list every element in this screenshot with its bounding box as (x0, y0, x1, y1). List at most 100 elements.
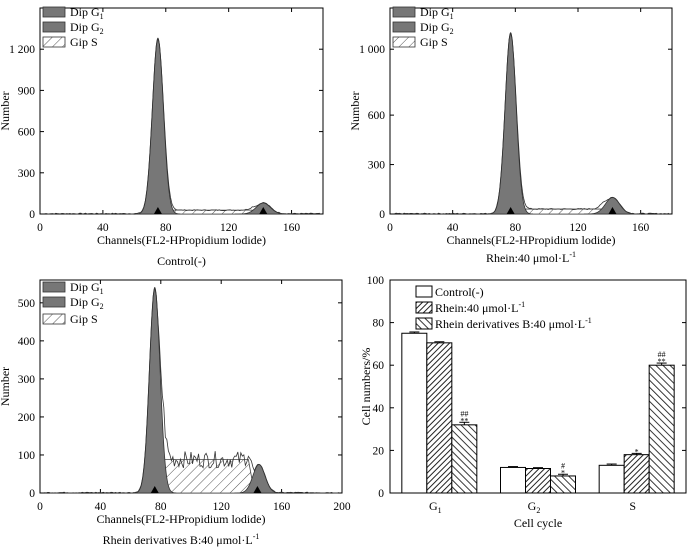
bar (648, 364, 675, 494)
significance-mark: ** (460, 416, 468, 425)
s-phase-area (157, 459, 255, 494)
g1-peak (135, 37, 181, 215)
y-tick-label: 0 (379, 209, 385, 221)
peak-marker (153, 207, 162, 214)
x-tick-label: 40 (447, 222, 459, 234)
y-tick-label: 900 (18, 85, 36, 97)
category-label: G2 (528, 499, 541, 515)
legend-label: Dip G2 (70, 295, 104, 311)
legend-label: Rhein derivatives B:40 μmol·L-1 (435, 316, 592, 331)
bar (451, 424, 478, 494)
legend-swatch (392, 21, 416, 33)
y-tick-label: 0 (378, 488, 384, 500)
legend-label: Rhein:40 μmol·L-1 (435, 300, 525, 315)
significance-mark: * (635, 447, 639, 456)
legend-label: Gip S (70, 312, 98, 326)
legend-swatch (42, 296, 66, 308)
x-axis-label: Channels(FL2-HPropidium lodide) (97, 512, 266, 526)
x-tick-label: 120 (220, 222, 238, 234)
x-axis-label: Cell cycle (514, 516, 562, 530)
legend-label: Control(-) (435, 285, 484, 299)
category-label: G1 (429, 499, 442, 515)
peak-marker (608, 207, 617, 214)
y-tick-label: 300 (18, 374, 36, 386)
bar-chart-panel: 0 20 40 60 80 100 Cell numbers/% Cell cycle G1 G2… (359, 275, 687, 530)
x-tick-label: 200 (333, 501, 351, 513)
significance-mark: # (561, 461, 565, 470)
histogram-trace (394, 32, 669, 215)
x-tick-label: 160 (632, 222, 650, 234)
legend-label: Dip G2 (70, 20, 104, 36)
peak-marker (150, 486, 159, 493)
y-tick-label: 100 (367, 275, 385, 287)
condition-caption: Control(-) (157, 254, 206, 268)
legend-label: Dip G2 (420, 20, 454, 36)
significance-mark: ## (658, 350, 666, 359)
legend-label: Dip G1 (70, 5, 104, 21)
y-tick-label: 20 (373, 445, 385, 457)
y-tick-label: 600 (18, 127, 36, 139)
significance-mark: ** (658, 357, 666, 366)
x-tick-label: 40 (97, 222, 109, 234)
x-tick-label: 0 (387, 222, 393, 234)
histogram-panel-3: 0 40 80 120 160 200 0 100 200 300 400 500 Channels(F… (0, 279, 351, 547)
condition-caption: Rhein:40 μmol·L-1 (486, 250, 576, 265)
legend-swatch (42, 313, 66, 325)
bar (623, 454, 650, 494)
x-tick-label: 160 (283, 222, 301, 234)
y-tick-label: 300 (368, 160, 386, 172)
y-tick-label: 80 (373, 318, 385, 330)
y-tick-label: 40 (373, 403, 385, 415)
peak-marker (506, 207, 515, 214)
x-tick-label: 80 (160, 222, 172, 234)
condition-caption: Rhein derivatives B:40 μmol·L-1 (103, 532, 260, 547)
y-axis-label: Number (348, 91, 362, 130)
histogram-trace (44, 287, 340, 494)
x-tick-label: 160 (273, 501, 291, 513)
bar (525, 468, 551, 494)
legend-label: Dip G1 (70, 280, 104, 296)
x-tick-label: 40 (95, 501, 107, 513)
x-tick-label: 120 (213, 501, 231, 513)
y-axis-label: Number (0, 91, 12, 130)
y-tick-label: 1 200 (9, 44, 35, 56)
peak-marker (259, 207, 268, 214)
bar (426, 342, 453, 494)
legend-swatch (415, 301, 433, 314)
legend-label: Gip S (70, 35, 98, 49)
legend-swatch (415, 317, 433, 330)
y-tick-label: 600 (368, 110, 386, 122)
significance-mark: ## (460, 409, 468, 418)
x-tick-label: 80 (155, 501, 167, 513)
bar (401, 332, 428, 494)
x-tick-label: 0 (37, 501, 43, 513)
bar (500, 466, 526, 494)
y-tick-label: 300 (18, 168, 36, 180)
histogram-panel-1: 0 40 80 120 160 0 300 600 900 1 200 Channels(FL2-H… (0, 5, 324, 268)
x-tick-label: 0 (37, 222, 43, 234)
y-tick-label: 200 (18, 412, 36, 424)
legend-swatch (42, 281, 66, 293)
category-label: S (629, 499, 636, 513)
legend-swatch (42, 21, 66, 33)
x-tick-label: 120 (569, 222, 587, 234)
y-tick-label: 100 (18, 450, 36, 462)
legend-label: Dip G1 (420, 5, 454, 21)
legend-swatch (415, 285, 433, 298)
histogram-panel-2: 0 40 80 120 160 0 300 600 1 000 Channels(FL2-HPro… (348, 5, 673, 265)
x-tick-label: 80 (510, 222, 522, 234)
significance-mark: * (561, 468, 565, 477)
y-tick-label: 1 000 (359, 44, 385, 56)
legend-swatch (392, 36, 416, 48)
legend-label: Gip S (420, 35, 448, 49)
g1-peak (488, 32, 533, 215)
bar (550, 475, 576, 494)
y-tick-label: 0 (29, 488, 35, 500)
y-tick-label: 400 (18, 336, 36, 348)
y-tick-label: 0 (29, 209, 35, 221)
x-axis-label: Channels(FL2-HPropidium lodide) (447, 233, 616, 247)
legend-swatch (392, 6, 416, 18)
y-tick-label: 60 (373, 360, 385, 372)
y-axis-label: Number (0, 367, 12, 406)
